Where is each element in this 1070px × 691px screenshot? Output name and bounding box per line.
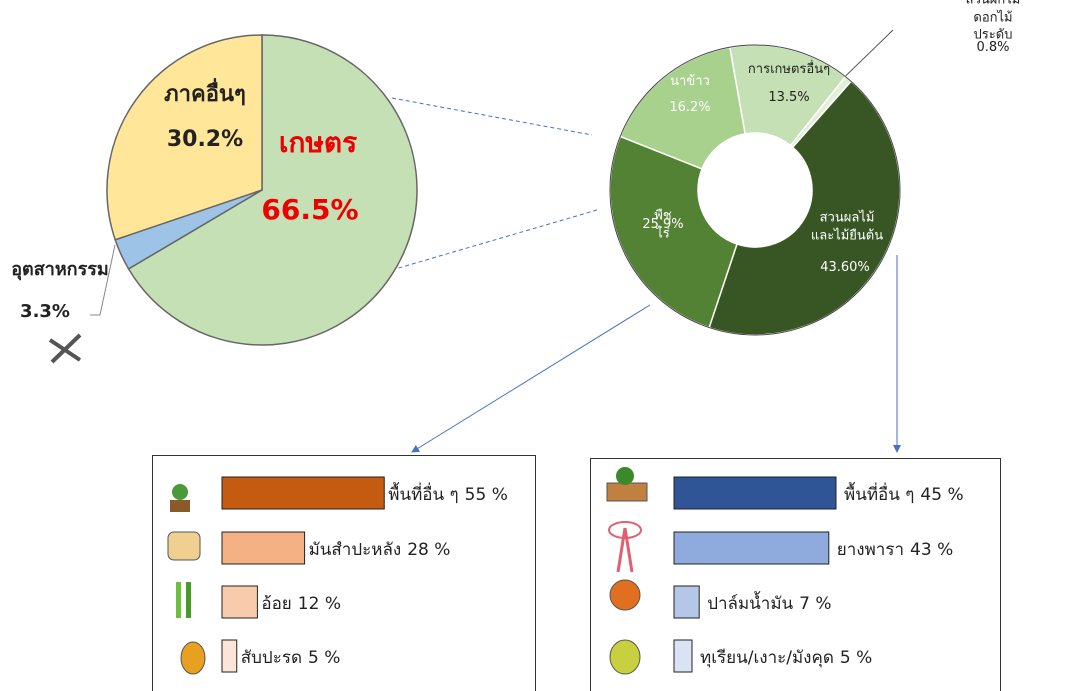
category-label: สวนผลไม้ และไม้ยืนต้น — [810, 210, 884, 243]
value-label: 16.2% — [669, 100, 711, 116]
category-label: ปาล์มน้ำมัน — [707, 591, 793, 614]
bar — [673, 585, 700, 619]
value-label: 13.5% — [768, 90, 810, 106]
bar — [221, 639, 238, 673]
category-label: เกษตร — [278, 126, 358, 160]
leader — [90, 244, 116, 316]
slice — [106, 34, 263, 241]
bar-label: พื้นที่อื่น ๆ 45 % — [844, 482, 964, 505]
value-label: 43.60% — [820, 260, 870, 276]
category-label: พืชไร่ — [654, 208, 672, 241]
value-label: 25.9% — [642, 217, 684, 233]
bar-label: สับปะรด 5 % — [241, 648, 341, 668]
connector — [391, 97, 593, 136]
category-label: พื้นที่อื่น ๆ — [844, 482, 914, 505]
slice — [127, 34, 418, 346]
value-label: 5 % — [308, 648, 340, 668]
value-label: 45 % — [920, 485, 963, 505]
bar — [221, 476, 385, 510]
value-label: 28 % — [407, 540, 450, 560]
bar-label: ยางพารา 43 % — [837, 540, 953, 560]
donut-outline — [609, 44, 901, 336]
value-label: 55 % — [465, 485, 508, 505]
value-label: 0.8% — [976, 40, 1010, 56]
value-label: 3.3% — [20, 300, 70, 322]
category-label: ภาคอื่นๆ — [164, 82, 246, 108]
value-label: 12 % — [298, 594, 341, 614]
value-label: 66.5% — [261, 193, 359, 227]
bar — [673, 476, 837, 510]
category-label: ยางพารา — [837, 540, 904, 560]
bar — [673, 531, 830, 565]
bar-label: ทุเรียน/เงาะ/มังคุด 5 % — [700, 648, 872, 668]
category-label: สวนผักไม้ดอกไม้ประดับ — [965, 0, 1021, 43]
category-label: อ้อย — [261, 594, 291, 614]
category-label: อุตสาหกรรม — [11, 258, 109, 280]
category-label: การเกษตรอื่นๆ — [747, 62, 831, 78]
connector — [384, 209, 598, 273]
bar-label: ปาล์มน้ำมัน 7 % — [707, 591, 831, 614]
category-label: ทุเรียน/เงาะ/มังคุด — [700, 648, 834, 668]
bar — [221, 585, 258, 619]
bar — [221, 531, 306, 565]
bar-label: อ้อย 12 % — [261, 594, 341, 614]
category-label: นาข้าว — [670, 74, 710, 90]
bar-label: พื้นที่อื่น ๆ 55 % — [388, 482, 508, 505]
value-label: 7 % — [799, 594, 831, 614]
bar — [673, 639, 693, 673]
category-label: พื้นที่อื่น ๆ — [388, 482, 458, 505]
value-label: 5 % — [840, 648, 872, 668]
value-label: 30.2% — [166, 127, 244, 153]
bar-label: มันสำปะหลัง 28 % — [309, 540, 451, 560]
value-label: 43 % — [910, 540, 953, 560]
category-label: มันสำปะหลัง — [309, 540, 402, 560]
arrow — [411, 304, 651, 453]
category-label: สับปะรด — [241, 648, 302, 668]
